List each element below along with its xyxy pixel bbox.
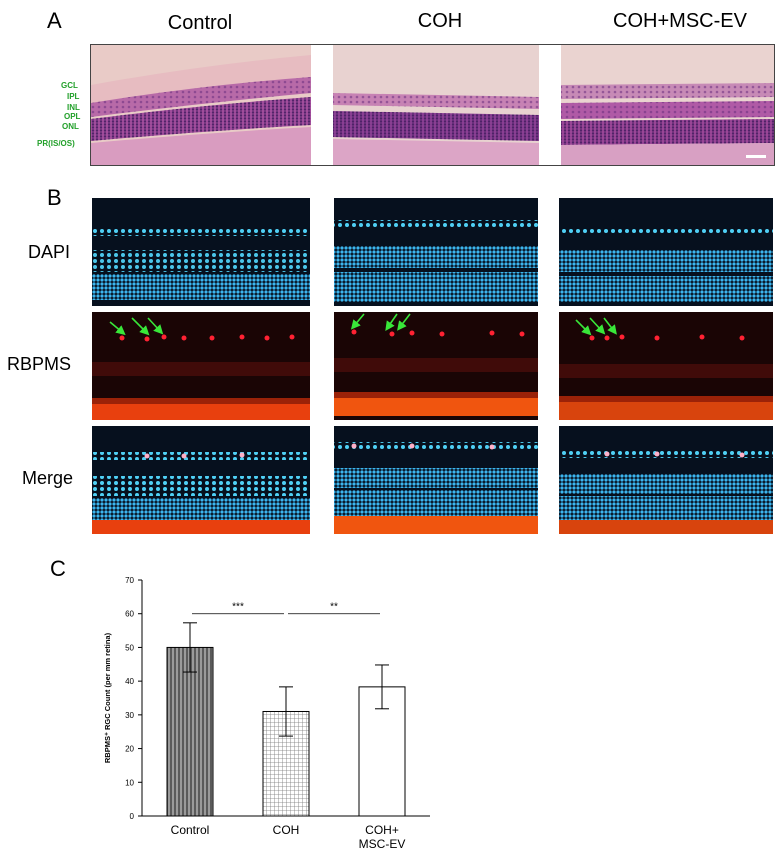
y-tick-label: 40 (125, 677, 134, 686)
y-tick-label: 10 (125, 778, 134, 787)
rbpms-tile-coh (334, 312, 538, 420)
significance-label: *** (232, 602, 244, 613)
arrow-icons-control (109, 317, 164, 336)
y-tick-label: 0 (130, 812, 135, 821)
fluorescence-image-grid (92, 198, 773, 534)
merge-tile-coh (334, 426, 538, 534)
row-label-dapi: DAPI (28, 242, 71, 262)
arrow-icons-coh (350, 313, 411, 331)
scale-bar (746, 155, 766, 158)
fluorescence-micrographs (92, 198, 773, 534)
dapi-tile-control (92, 198, 310, 306)
significance-label: ** (330, 602, 338, 613)
merge-tile-control (92, 426, 310, 534)
panel-a-letter: A (47, 8, 62, 33)
x-tick-label: Control (171, 823, 210, 837)
panel-b-letter: B (47, 185, 62, 210)
y-axis-label: RBPMS⁺ RGC Count (per mm retina) (103, 632, 112, 763)
layer-label-pr-is-os: PR(IS/OS) (37, 139, 75, 148)
y-tick-label: 60 (125, 610, 134, 619)
y-tick-label: 20 (125, 745, 134, 754)
column-title-coh-msc-ev: COH+MSC-EV (613, 10, 747, 32)
row-label-rbpms: RBPMS (7, 354, 72, 374)
layer-label-ipl: IPL (67, 92, 80, 101)
he-tile-coh (333, 45, 539, 165)
column-title-coh: COH (417, 10, 463, 32)
x-tick-label: MSC-EV (359, 837, 406, 851)
bar-chart: 0 10 20 30 40 50 60 70 RBPMS⁺ RGC Count (per mm … (90, 570, 470, 862)
he-stain-image-strip (90, 44, 775, 166)
dapi-tile-coh (334, 198, 538, 306)
y-tick-label: 30 (125, 711, 134, 720)
he-tile-control (91, 45, 311, 165)
column-title-control: Control (167, 12, 233, 34)
x-tick-label: COH+ (365, 823, 399, 837)
layer-label-opl: OPL (64, 112, 81, 121)
row-label-merge: Merge (22, 468, 74, 488)
y-tick-label: 50 (125, 643, 134, 652)
layer-label-inl: INL (67, 103, 80, 112)
y-tick-label: 70 (125, 576, 134, 585)
rbpms-tile-coh-msc-ev (559, 312, 773, 420)
he-tile-coh-msc-ev (561, 45, 774, 165)
dapi-tile-coh-msc-ev (559, 198, 773, 306)
merge-tile-coh-msc-ev (559, 426, 773, 534)
arrow-icons-coh-msc-ev (575, 317, 617, 336)
layer-label-onl: ONL (62, 122, 79, 131)
panel-c-letter: C (50, 556, 66, 581)
layer-label-gcl: GCL (61, 81, 78, 90)
bar (166, 646, 214, 817)
rbpms-tile-control (92, 312, 310, 420)
bar-chart-svg: 0 10 20 30 40 50 60 70 RBPMS⁺ RGC Count (per mm … (103, 576, 430, 851)
he-stain-micrographs (91, 45, 774, 165)
x-tick-label: COH (273, 823, 300, 837)
